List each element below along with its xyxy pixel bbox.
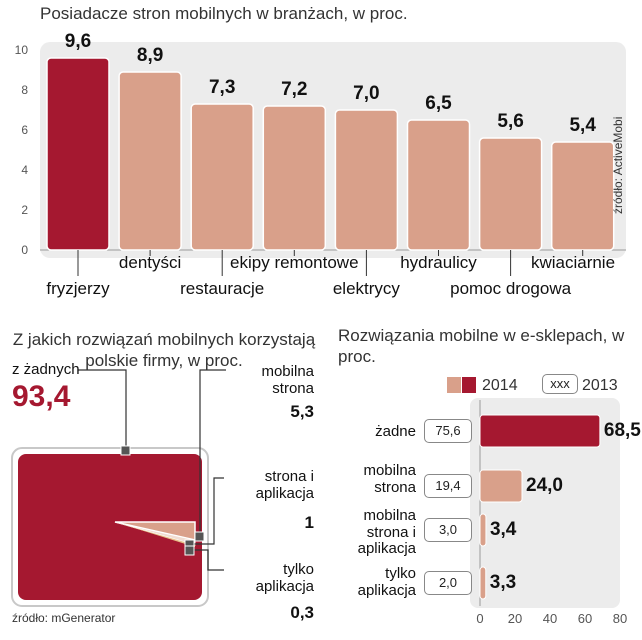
category-label: elektrycy xyxy=(332,279,400,298)
marker-none xyxy=(120,445,131,456)
x-tick-label: 0 xyxy=(476,611,484,626)
y-tick-label: 10 xyxy=(14,43,28,57)
category-label: restauracje xyxy=(180,279,265,298)
legend-2013-label: 2013 xyxy=(582,377,618,394)
bar-2014-0 xyxy=(479,414,601,448)
bar-2013-value-box: 19,4 xyxy=(424,474,472,498)
x-tick-label: 60 xyxy=(577,611,593,626)
leader-app-only xyxy=(190,549,224,571)
bar-fryzjerzy xyxy=(46,57,110,251)
legend-2014-label: 2014 xyxy=(482,377,518,394)
bar-value-label: 7,0 xyxy=(353,83,380,104)
bar-value-label: 9,6 xyxy=(64,31,92,52)
bar-ekipy-remontowe xyxy=(262,105,327,251)
category-label: pomoc drogowa xyxy=(450,279,572,298)
category-label: ekipy remontowe xyxy=(230,253,359,272)
y-tick-label: 6 xyxy=(21,123,28,137)
bar-2013-value-box: 2,0 xyxy=(424,571,472,595)
bar-restauracje xyxy=(190,103,254,251)
bar-2014-value-label: 68,5 xyxy=(603,420,641,441)
bar-value-label: 5,6 xyxy=(497,111,524,132)
bar-pomoc-drogowa xyxy=(478,137,543,251)
leader-site-app xyxy=(190,477,224,545)
bar-value-label: 6,5 xyxy=(425,93,452,114)
bar-2014-value-label: 24,0 xyxy=(526,475,563,496)
bar-2014-1 xyxy=(479,469,523,503)
chart2-source: źródło: mGenerator xyxy=(12,611,116,625)
bar-dentyści xyxy=(118,71,182,251)
y-tick-label: 4 xyxy=(21,163,28,177)
bar-value-label: 5,4 xyxy=(569,115,596,136)
y-tick-label: 2 xyxy=(21,203,28,217)
bar-value-label: 7,2 xyxy=(281,79,308,100)
bar-2013-value-box: 3,0 xyxy=(424,518,472,542)
slice-none-label: z żadnych xyxy=(12,361,80,378)
category-label: fryzjerzy xyxy=(46,279,110,298)
category-label: żadne xyxy=(375,423,416,440)
bar-2014-2 xyxy=(479,513,487,547)
legend-2014-swatch-light xyxy=(447,377,461,393)
slice-mobile-site-label: mobilna strona xyxy=(261,363,314,397)
category-label: mobilna strona i aplikacja xyxy=(357,507,416,557)
bar-hydraulicy xyxy=(406,119,471,251)
chart1-title: Posiadacze stron mobilnych w branżach, w… xyxy=(40,4,408,23)
slice-app-only-label: tylko aplikacja xyxy=(255,561,314,595)
category-label: kwiaciarnie xyxy=(530,253,616,272)
bar-2014-value-label: 3,4 xyxy=(489,519,517,540)
legend-2014-swatch-dark xyxy=(462,377,476,393)
slice-app-only-value: 0,3 xyxy=(290,603,314,622)
bar-kwiaciarnie xyxy=(550,141,615,251)
slice-site-app-label: strona i aplikacja xyxy=(255,468,314,502)
x-tick-label: 80 xyxy=(612,611,628,626)
chart2-title: Z jakich rozwiązań mobilnych korzystają … xyxy=(12,330,316,371)
category-label: dentyści xyxy=(118,253,182,272)
bar-value-label: 8,9 xyxy=(136,45,164,66)
bar-2013-value-box: 75,6 xyxy=(424,419,472,443)
x-tick-label: 20 xyxy=(507,611,523,626)
pie-slice-none xyxy=(18,454,202,600)
slice-site-app-value: 1 xyxy=(304,513,314,532)
leader-mobile-site xyxy=(199,369,226,537)
slice-mobile-site-value: 5,3 xyxy=(290,402,314,421)
chart3-title: Rozwiązania mobilne w e-sklepach, w proc… xyxy=(338,326,625,367)
legend-2013-swatch: xxx xyxy=(542,374,578,394)
bar-elektrycy xyxy=(334,109,399,251)
leader-none xyxy=(78,369,127,448)
marker-mobile-site xyxy=(194,531,205,542)
marker-app-only xyxy=(184,545,195,556)
category-label: tylko aplikacja xyxy=(357,565,416,599)
slice-none-value: 93,4 xyxy=(12,380,71,413)
bar-2014-3 xyxy=(479,566,487,600)
category-label: hydraulicy xyxy=(400,253,477,272)
category-label: mobilna strona xyxy=(363,462,416,496)
bar-value-label: 7,3 xyxy=(208,77,236,98)
y-tick-label: 0 xyxy=(21,243,28,257)
bar-2014-value-label: 3,3 xyxy=(489,572,517,593)
chart1-source: źródło: ActiveMobi xyxy=(611,116,625,214)
y-tick-label: 8 xyxy=(21,83,28,97)
x-tick-label: 40 xyxy=(542,611,558,626)
pie-slice-app-only xyxy=(115,522,195,547)
chart3-background xyxy=(470,398,620,608)
